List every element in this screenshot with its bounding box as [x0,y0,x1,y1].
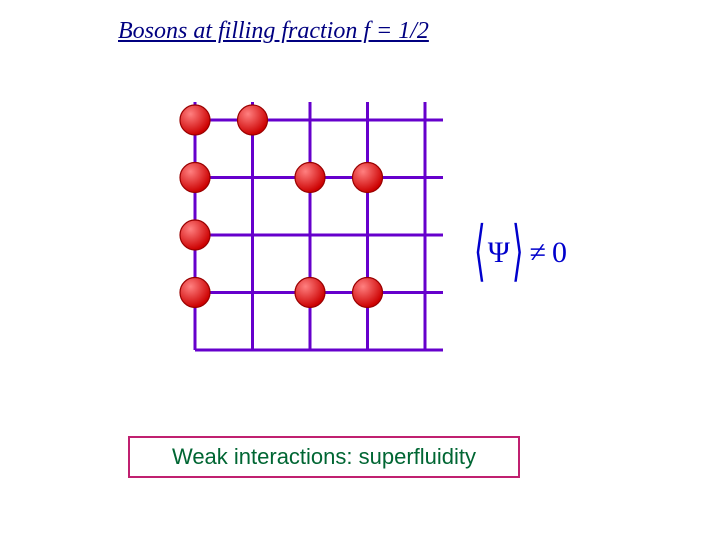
caption-text: Weak interactions: superfluidity [172,444,476,470]
caption-box: Weak interactions: superfluidity [128,436,520,478]
boson-icon [295,278,325,308]
boson-icon [353,163,383,193]
neq-symbol: ≠ [530,236,546,270]
right-angle-bracket: ⟩ [512,220,524,286]
boson-icon [238,105,268,135]
boson-icon [180,220,210,250]
page-title: Bosons at filling fraction f = 1/2 [118,18,429,45]
lattice-svg [170,95,450,375]
boson-icon [180,163,210,193]
left-angle-bracket: ⟨ [474,220,486,286]
boson-icon [295,163,325,193]
zero-symbol: 0 [552,236,567,270]
boson-icon [180,105,210,135]
psi-symbol: Ψ [488,236,510,270]
order-parameter-equation: ⟨ Ψ ⟩ ≠ 0 [474,236,567,270]
boson-icon [353,278,383,308]
lattice-diagram [195,120,425,350]
boson-icon [180,278,210,308]
